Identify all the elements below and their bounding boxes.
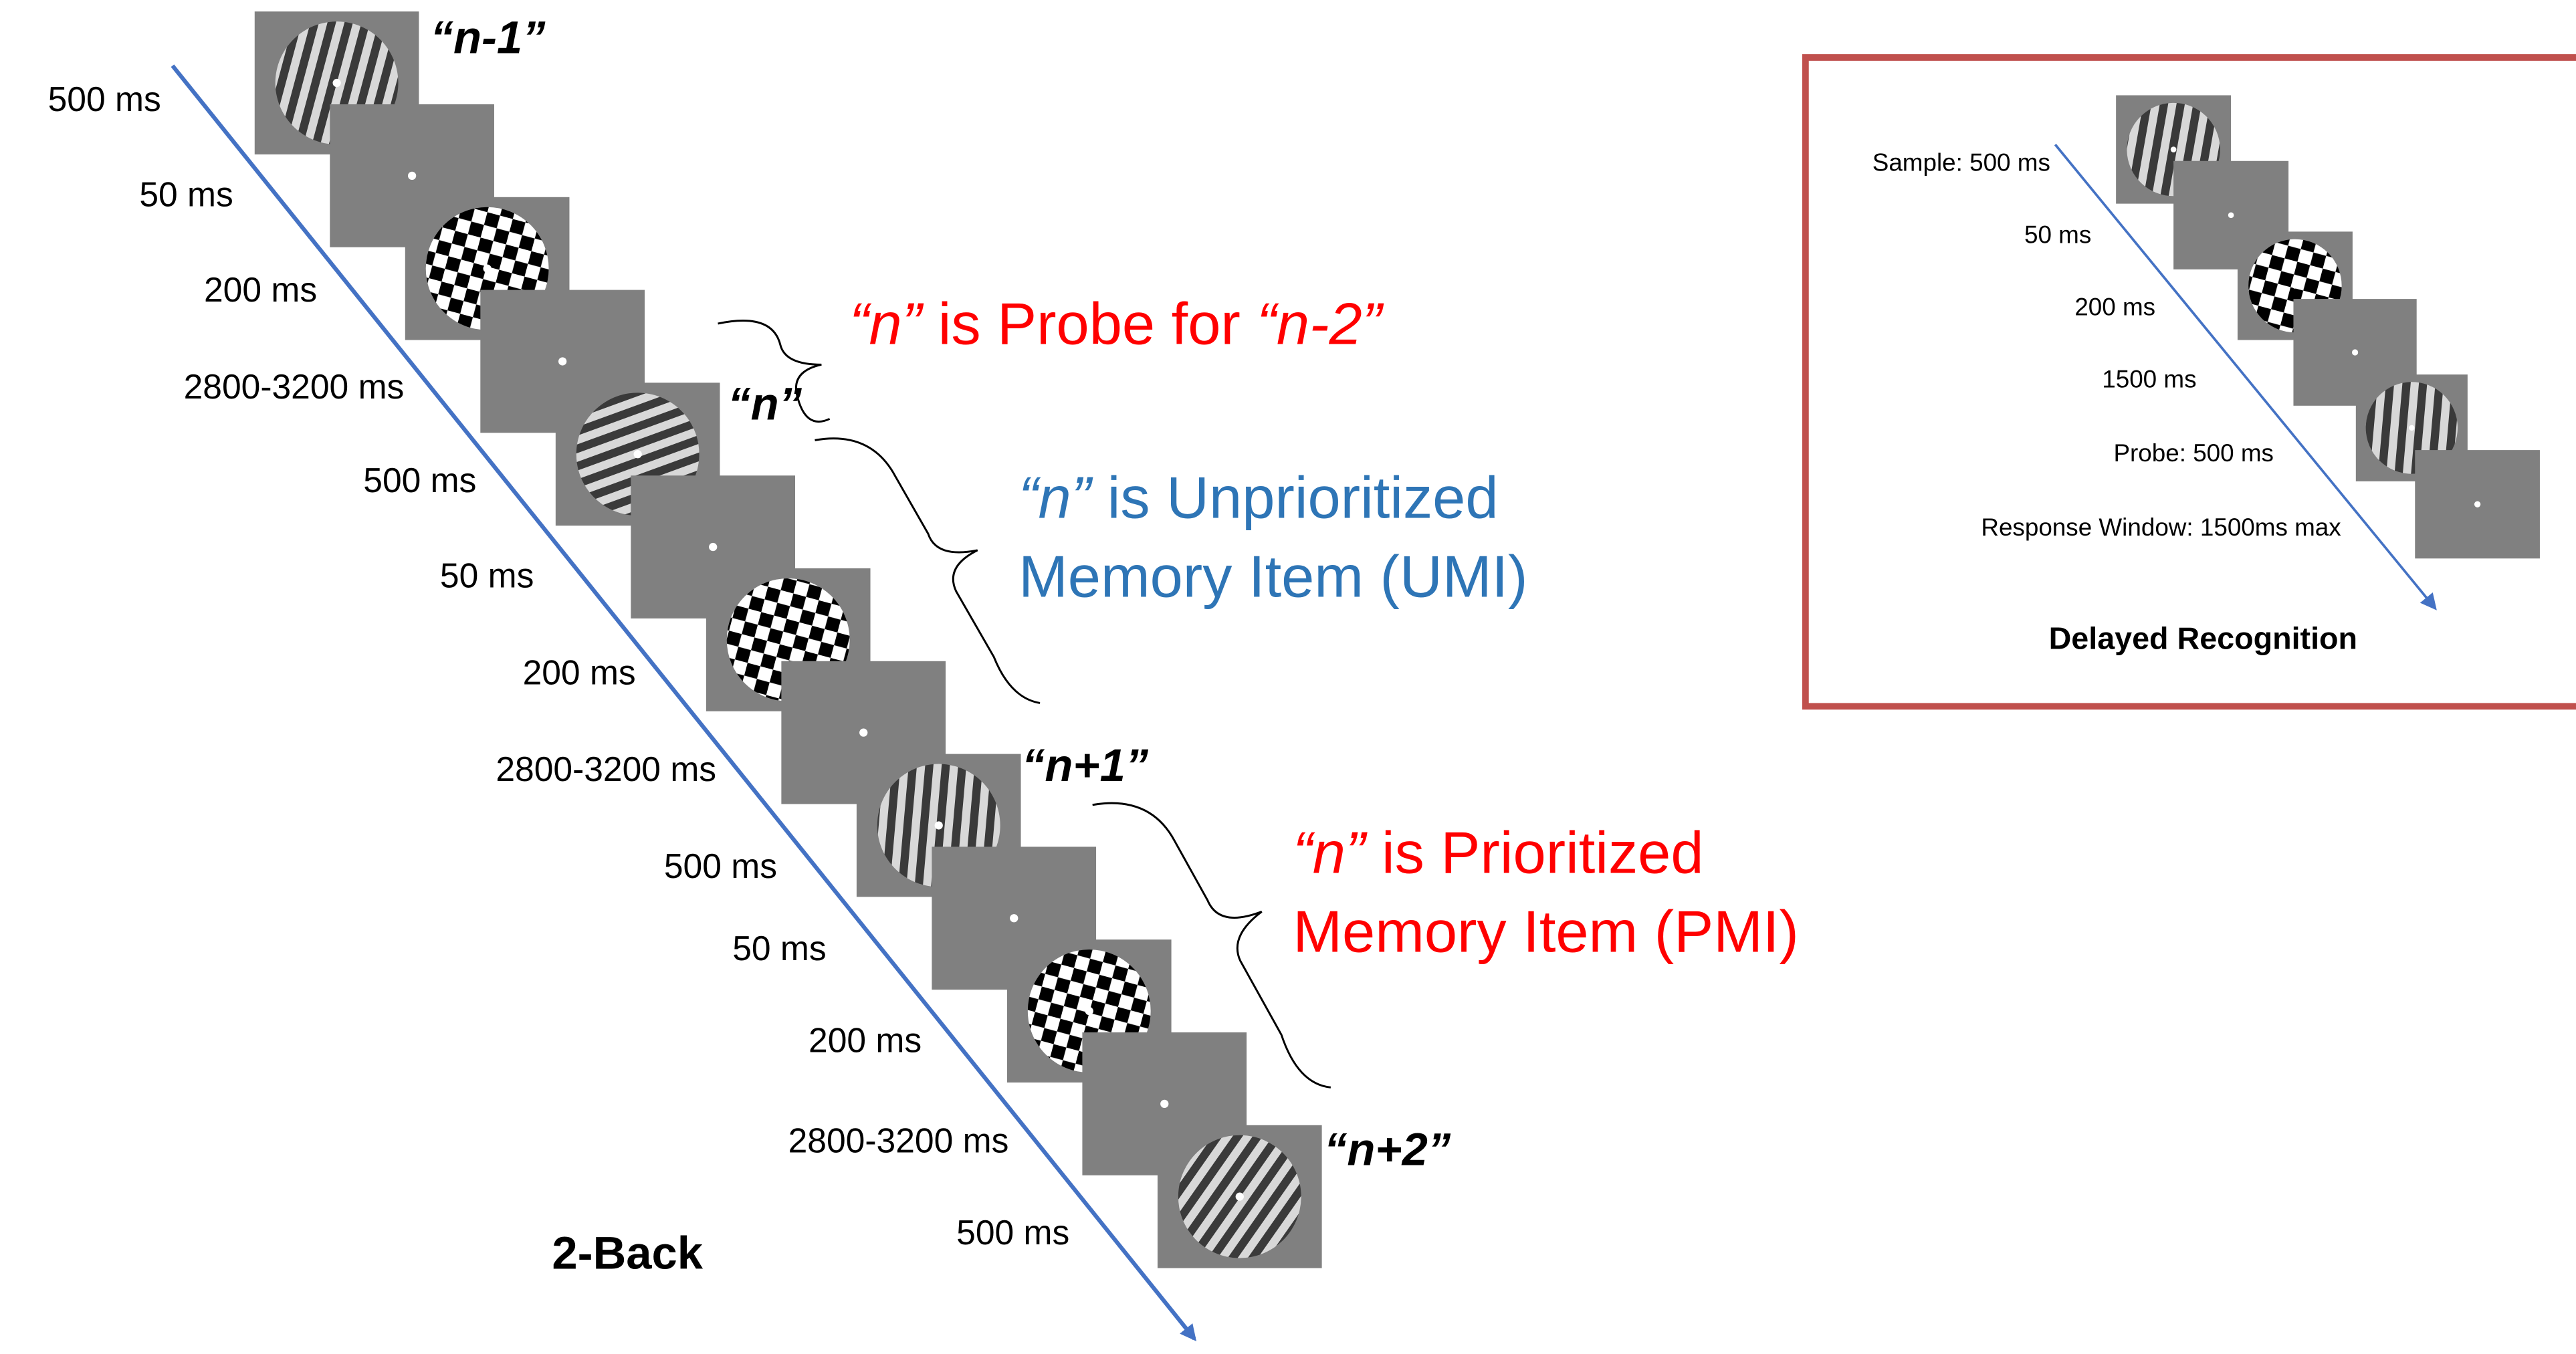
timing-label: Response Window: 1500ms max <box>1981 514 2341 541</box>
annotation: Memory Item (UMI) <box>1018 544 1527 610</box>
timing-label: 2800-3200 ms <box>184 367 405 406</box>
fixation-dot <box>784 636 792 644</box>
fixation-dot <box>408 172 416 180</box>
timing-label: Sample: 500 ms <box>1872 148 2050 176</box>
fixation-dot <box>2474 501 2480 507</box>
fixation-dot <box>1010 914 1018 922</box>
fixation-dot <box>483 265 491 273</box>
annotation-part: is Prioritized <box>1365 820 1703 886</box>
fixation-dot <box>634 450 642 458</box>
timing-label: 500 ms <box>664 847 777 885</box>
fixation-dot <box>2409 425 2414 431</box>
stimulus-frames <box>255 8 1325 1282</box>
timing-label: 200 ms <box>2074 294 2155 321</box>
annotation-part: Memory Item (PMI) <box>1293 899 1799 965</box>
timing-label: 2800-3200 ms <box>496 750 716 788</box>
item-label: “n+2” <box>1324 1124 1451 1175</box>
fixation-dot <box>558 357 566 365</box>
timing-label: Probe: 500 ms <box>2113 439 2274 467</box>
timing-label: 50 ms <box>2024 221 2091 248</box>
item-label: “n” <box>728 378 802 429</box>
fixation-dot <box>935 821 943 829</box>
annotation-part: Memory Item (UMI) <box>1018 544 1527 610</box>
timing-label: 500 ms <box>363 461 476 499</box>
annotation: “n” is Probe for “n-2” <box>849 291 1384 357</box>
annotation-part: “n” <box>1018 465 1093 531</box>
figure: 2-Back Delayed Recognition 500 ms 50 ms 20… <box>0 0 2576 1354</box>
timing-label: 200 ms <box>523 653 636 691</box>
timing-label: 50 ms <box>139 175 233 213</box>
timing-label: 500 ms <box>48 80 161 118</box>
timing-label: 500 ms <box>956 1213 1069 1252</box>
timing-label: 200 ms <box>204 270 317 309</box>
time-arrow <box>173 66 1194 1339</box>
fixation-dot <box>1085 1007 1093 1015</box>
panel-title: Delayed Recognition <box>2049 620 2357 655</box>
timing-label: 50 ms <box>732 929 826 968</box>
fixation-dot <box>2171 146 2177 152</box>
fixation-dot <box>332 79 340 87</box>
annotation-part: “n” <box>849 291 924 357</box>
panel-title: 2-Back <box>552 1227 703 1278</box>
item-label: “n+1” <box>1022 740 1149 791</box>
annotation-part: “n-2” <box>1257 291 1384 357</box>
fixation-dot <box>1160 1100 1168 1108</box>
timing-label: 1500 ms <box>2102 366 2196 393</box>
annotation-part: is Unprioritized <box>1091 465 1498 531</box>
fixation-dot <box>709 543 717 551</box>
stimulus-frames <box>2116 95 2540 558</box>
fixation-dot <box>1236 1193 1244 1201</box>
annotation: Memory Item (PMI) <box>1293 899 1799 965</box>
annotation-part: is Probe for <box>922 291 1257 357</box>
item-label: “n-1” <box>431 12 546 64</box>
annotation: “n” is Unprioritized <box>1018 465 1498 531</box>
timing-label: 50 ms <box>440 556 534 594</box>
annotation-part: “n” <box>1293 820 1368 886</box>
fixation-dot <box>2228 213 2234 219</box>
fixation-dot <box>2352 349 2358 355</box>
fixation-dot <box>2292 283 2298 289</box>
timing-label: 2800-3200 ms <box>788 1121 1009 1159</box>
fixation-dot <box>859 729 867 737</box>
timing-label: 200 ms <box>809 1021 922 1060</box>
annotation: “n” is Prioritized <box>1293 820 1703 886</box>
